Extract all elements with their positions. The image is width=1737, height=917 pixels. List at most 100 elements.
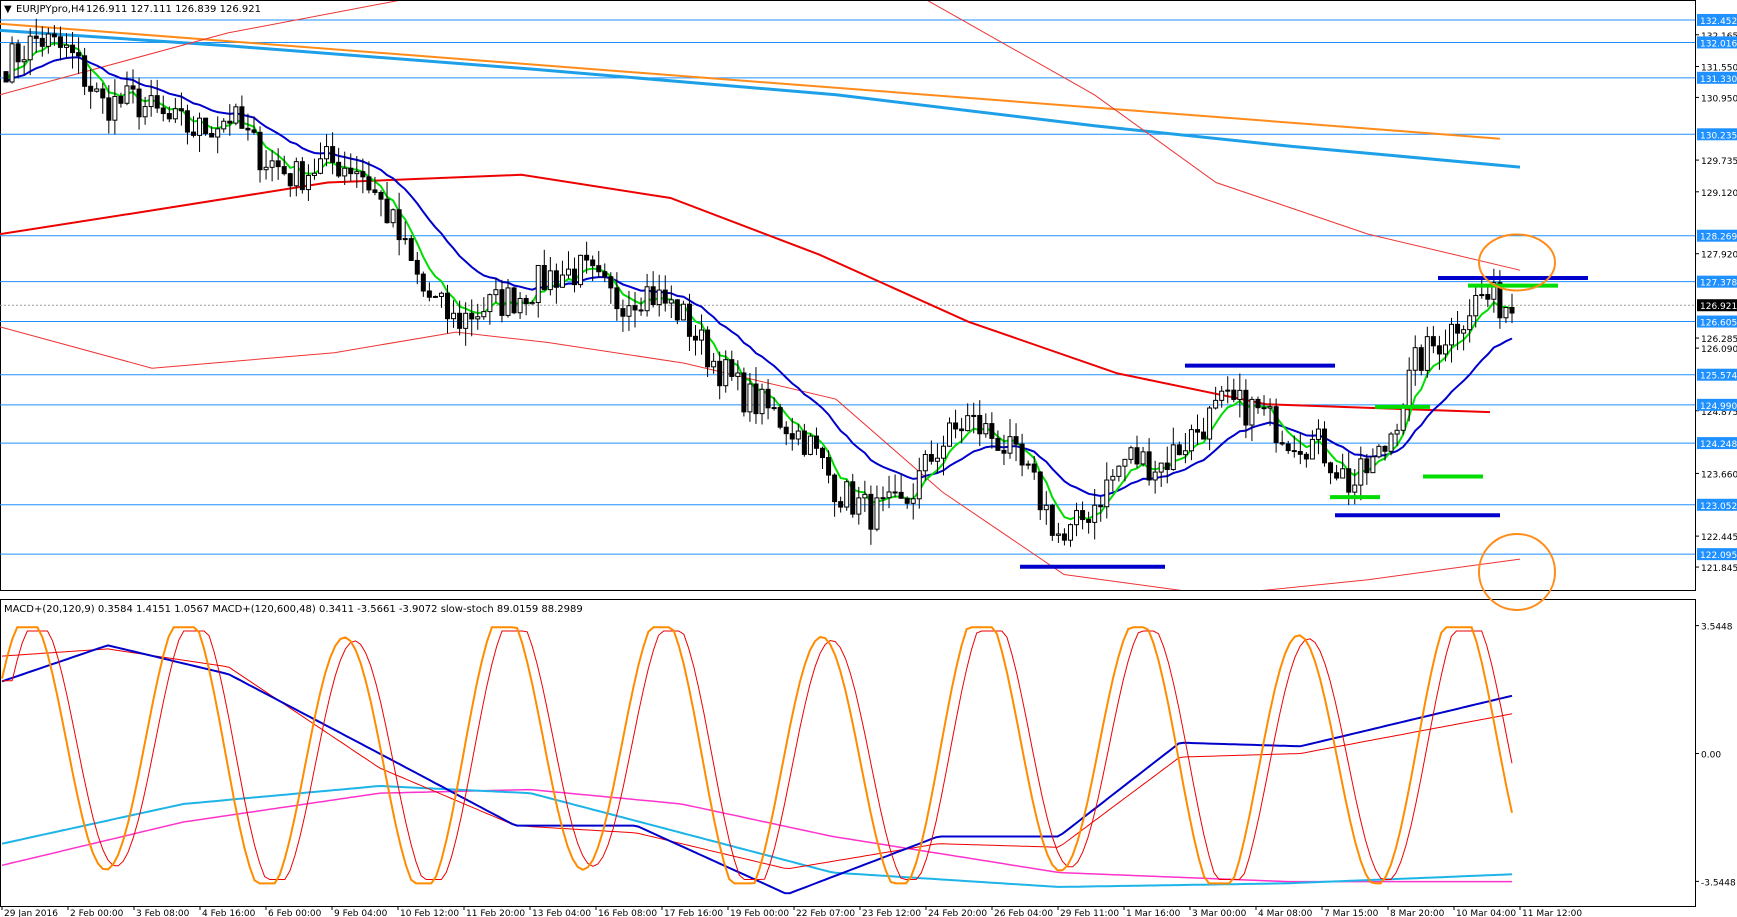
candle-body [862,493,868,499]
candle-body [197,117,203,136]
candle-body [523,297,529,305]
candle-body [432,295,438,298]
candle-body [1376,445,1382,458]
candle-body [705,329,711,368]
candle-body [1261,407,1267,410]
main-header-arrow[interactable]: ▼ [4,4,12,15]
candle-body [1086,519,1092,523]
candle-body [1255,398,1261,409]
candle-body [414,259,420,275]
candle-body [783,426,789,435]
candle-body [1509,306,1515,314]
candle-body [408,238,414,261]
candle-body [753,383,759,415]
candle-body [699,329,705,341]
candle-body [1297,451,1303,455]
candle-body [463,312,469,329]
candle-body [118,95,124,104]
candle-body [928,453,934,462]
candle-body [1303,453,1309,460]
candle-body [15,43,21,63]
candle-body [529,302,535,305]
candle-body [1442,344,1448,355]
candle-body [680,303,686,321]
candle-body [281,166,287,175]
candle-body [469,312,475,320]
candle-body [1340,468,1346,479]
candle-body [1461,329,1467,334]
candle-body [1231,389,1237,400]
candle-body [190,131,196,136]
candle-body [916,470,922,500]
candle-body [1497,282,1503,319]
candle-body [233,106,239,124]
highlight-circle-bottom [1478,532,1556,611]
candle-body [614,287,620,310]
candle-body [70,44,76,54]
moving-averages [0,1,1521,590]
time-tick-label: 10 Feb 12:00 [400,909,459,917]
candle-body [330,146,336,163]
candle-body [1061,533,1067,541]
sub-header: MACD+(20,120,9) 0.3584 1.4151 1.0567 MAC… [4,604,583,615]
candle-body [372,189,378,193]
candle-body [1110,475,1116,481]
candle-body [493,289,499,296]
level-badge-text: 128.269 [1700,233,1737,243]
candle-body [396,209,402,241]
candle-body [1249,398,1255,426]
candle-body [1182,450,1188,456]
candle-body [723,359,729,387]
time-tick-label: 13 Feb 04:00 [532,909,591,917]
candle-body [686,303,692,337]
oscillators [1,626,1513,895]
candle-body [451,312,457,320]
time-tick-label: 19 Feb 00:00 [730,909,789,917]
candle-body [475,316,481,320]
candle-body [856,497,862,515]
candle-body [832,474,838,503]
price-level-badges: 132.452 132.016 131.330 130.235 128.269 127.3… [1697,13,1737,561]
candle-body [1213,399,1219,409]
candle-body [1424,336,1430,371]
level-badge-bg [1697,71,1737,84]
candle-body [348,167,354,175]
candle-body [541,264,547,291]
candle-body [1219,390,1225,401]
price-tick-label: 129.735 [1701,157,1737,167]
level-badge-text: 125.574 [1700,372,1737,382]
level-badge-bg [1697,128,1737,141]
level-badge-text: 124.248 [1700,440,1737,450]
candle-body [1430,336,1436,347]
level-badge-bg [1697,315,1737,328]
sub-panel-frame [0,599,1696,907]
candle-body [1279,442,1285,445]
candle-body [293,161,299,187]
candle-body [39,37,45,47]
candle-body [360,171,366,178]
candle-body [27,35,33,61]
candle-body [807,435,813,455]
candle-body [874,497,880,530]
candle-body [1406,369,1412,409]
candle-body [142,106,148,118]
candle-body [892,491,898,494]
price-tick-label: 124.875 [1701,408,1737,418]
candle-body [275,160,281,168]
candle-body [813,435,819,449]
time-tick-label: 10 Mar 04:00 [1456,909,1516,917]
level-badge-bg [1697,13,1737,26]
candle-body [299,161,305,191]
candle-body [632,305,638,311]
candle-body [620,308,626,317]
time-tick-label: 23 Feb 12:00 [862,909,921,917]
candle-body [1019,443,1025,466]
candle-body [801,430,807,455]
stoch-d-line [2,630,1513,880]
candle-body [668,299,674,304]
candle-body [1043,504,1049,511]
candle-body [3,71,9,83]
candle-body [33,35,39,39]
ema-slow-line [0,173,1491,414]
